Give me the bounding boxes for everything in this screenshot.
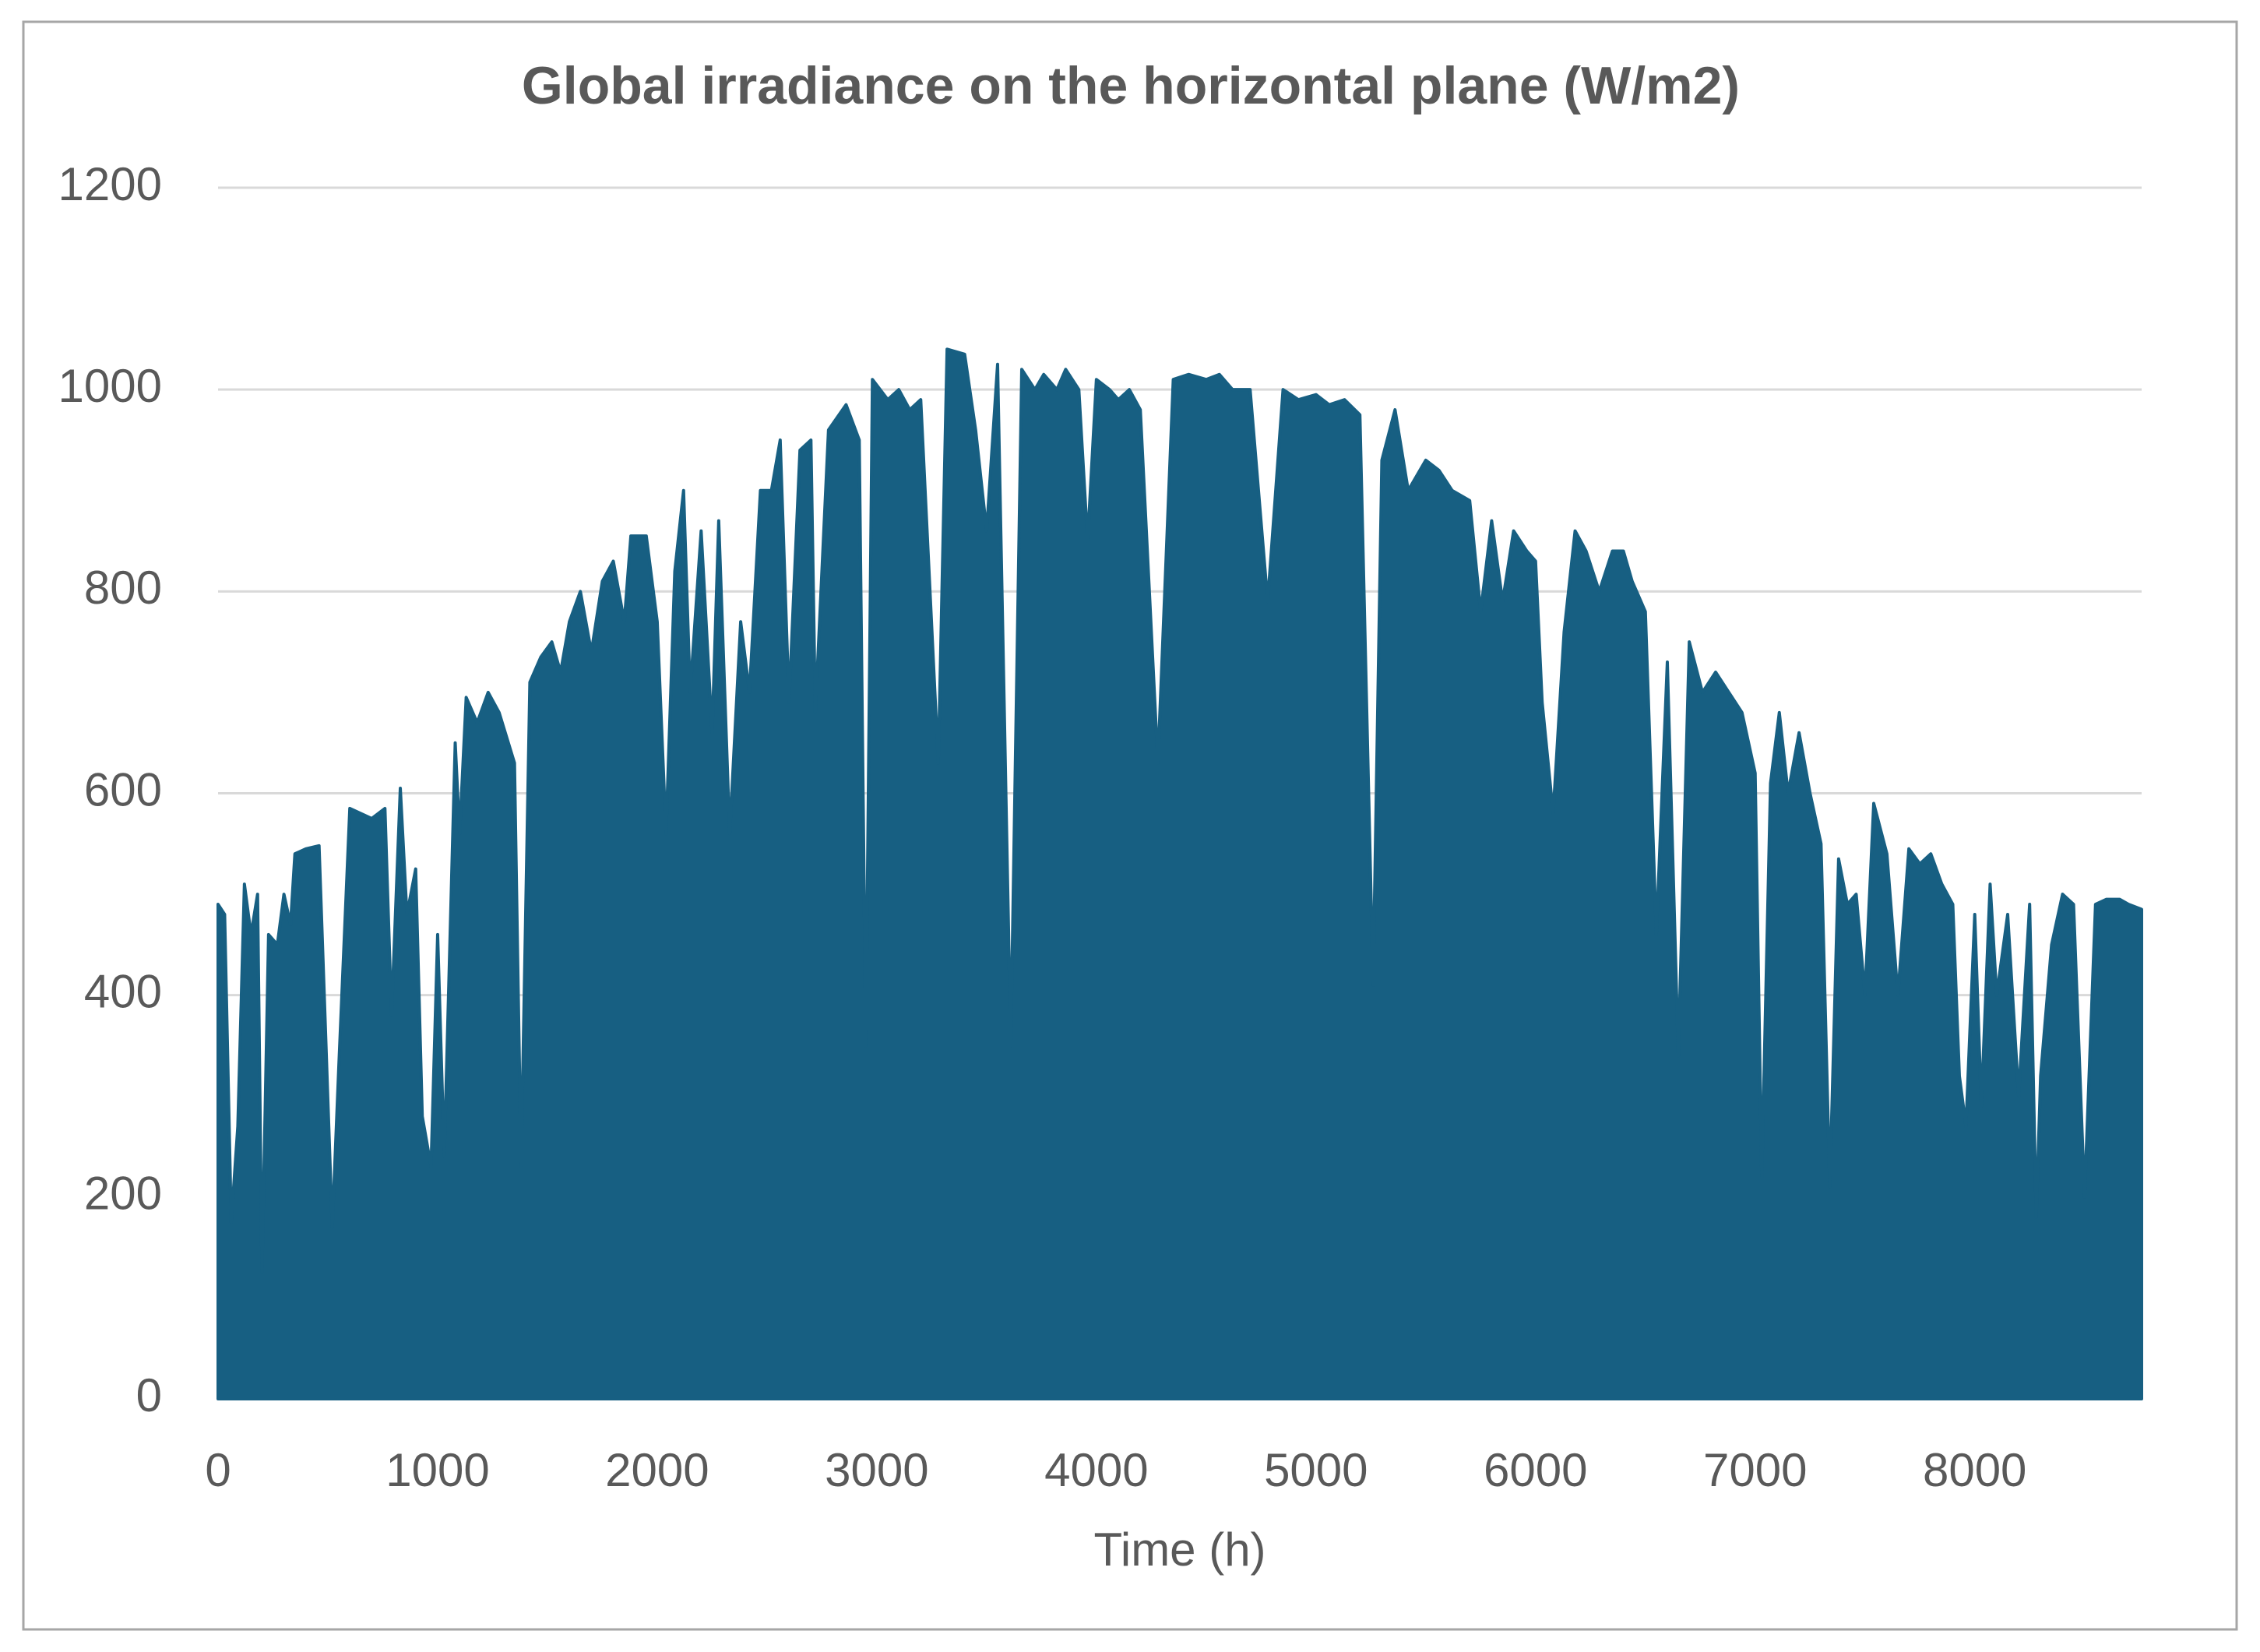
chart-title: Global irradiance on the horizontal plan… [522,56,1740,115]
x-tick-label: 6000 [1484,1444,1587,1496]
x-axis-title: Time (h) [1093,1523,1266,1576]
y-tick-label: 1200 [58,158,162,210]
x-tick-label: 1000 [385,1444,489,1496]
x-tick-label: 7000 [1703,1444,1807,1496]
y-tick-label: 800 [84,562,162,614]
x-tick-label: 0 [205,1444,231,1496]
x-tick-label: 5000 [1264,1444,1368,1496]
y-tick-label: 600 [84,763,162,815]
y-tick-label: 400 [84,966,162,1018]
x-tick-label: 4000 [1044,1444,1148,1496]
x-tick-label: 8000 [1923,1444,2026,1496]
area [216,347,2143,1400]
y-tick-label: 0 [136,1369,162,1421]
y-tick-label: 1000 [58,360,162,412]
x-tick-label: 3000 [825,1444,928,1496]
x-tick-label: 2000 [605,1444,709,1496]
y-tick-label: 200 [84,1168,162,1220]
